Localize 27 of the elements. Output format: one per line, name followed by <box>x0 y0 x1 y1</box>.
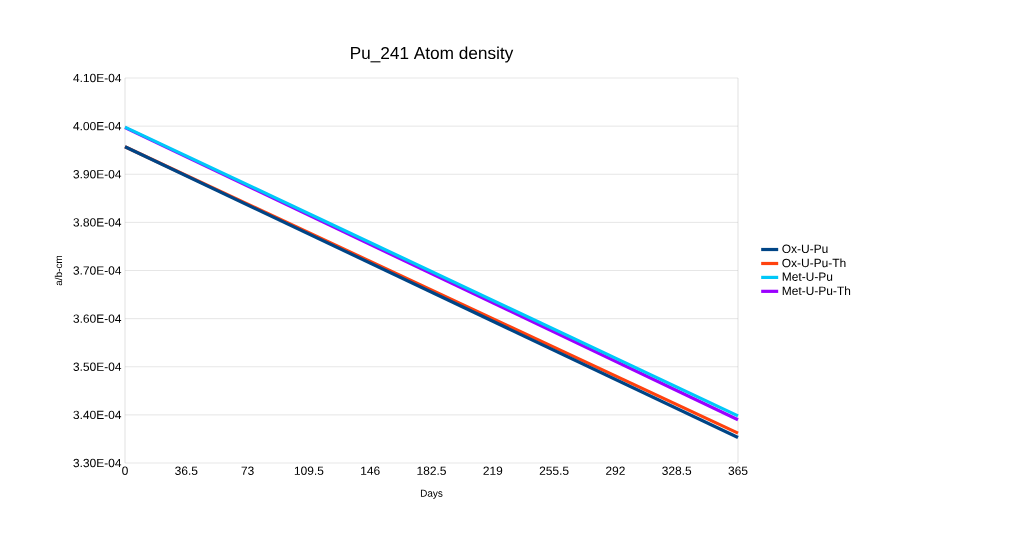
y-axis-title: a/b-cm <box>54 255 63 286</box>
x-tick-label: 292 <box>606 466 625 475</box>
y-tick-label: 4.10E-04 <box>73 73 122 83</box>
x-axis-title: Days <box>420 489 443 499</box>
chart-title: Pu_241 Atom density <box>351 46 514 63</box>
y-tick-label: 4.00E-04 <box>73 121 122 131</box>
legend-label: Met-U-Pu <box>782 272 833 281</box>
x-tick-label: 365 <box>728 466 748 475</box>
y-tick-label: 3.80E-04 <box>73 218 122 227</box>
x-tick-label: 146 <box>361 466 380 475</box>
y-tick-label: 3.90E-04 <box>73 170 122 179</box>
x-tick-label: 219 <box>483 466 503 475</box>
y-tick-label: 3.40E-04 <box>73 410 122 420</box>
legend-label: Met-U-Pu-Th <box>782 286 851 296</box>
x-tick-label: 182.5 <box>417 466 446 475</box>
y-tick-label: 3.30E-04 <box>73 458 122 468</box>
x-tick-label: 255.5 <box>539 466 569 475</box>
x-tick-label: 328.5 <box>662 466 692 475</box>
x-tick-label: 73 <box>241 466 254 475</box>
x-tick-label: 36.5 <box>175 466 198 475</box>
y-tick-label: 3.60E-04 <box>73 314 122 323</box>
legend-label: Ox-U-Pu-Th <box>782 258 846 268</box>
x-tick-label: 0 <box>122 466 128 475</box>
x-tick-label: 109.5 <box>294 466 324 475</box>
y-tick-label: 3.70E-04 <box>73 266 122 275</box>
y-tick-label: 3.50E-04 <box>73 362 122 371</box>
legend-label: Ox-U-Pu <box>782 244 828 254</box>
